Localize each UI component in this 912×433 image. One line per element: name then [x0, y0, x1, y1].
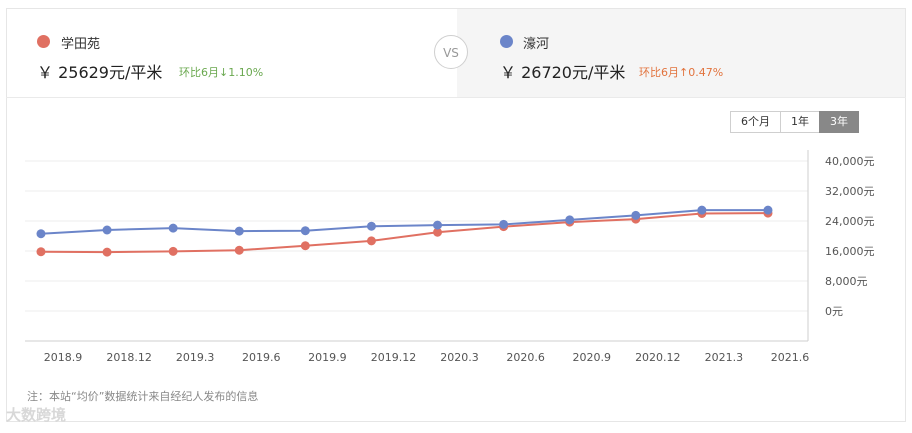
right-community-price: ￥ 26720元/平米	[500, 63, 626, 82]
data-point	[300, 226, 310, 236]
data-point	[631, 210, 641, 220]
left-price-change: 环比6月↓1.10%	[179, 66, 264, 79]
x-tick-label: 2018.12	[106, 351, 152, 364]
data-point	[234, 245, 244, 255]
x-tick-label: 2021.6	[771, 351, 810, 364]
data-point	[366, 236, 376, 246]
data-source-note: 注：本站“均价”数据统计来自经纪人发布的信息	[27, 390, 259, 403]
vs-badge: VS	[434, 35, 468, 69]
data-point	[168, 223, 178, 233]
right-price-change: 环比6月↑0.47%	[639, 66, 724, 79]
data-point	[499, 219, 509, 229]
data-point	[36, 229, 46, 239]
data-point	[36, 247, 46, 257]
right-series-dot	[500, 35, 513, 48]
widget-frame	[6, 8, 906, 422]
price-compare-header: 学田苑 ￥ 25629元/平米 环比6月↓1.10% 濠河 ￥ 26720元/平…	[6, 8, 906, 98]
time-range-selector: 6个月 1年 3年	[730, 111, 859, 133]
data-point	[697, 205, 707, 215]
x-tick-label: 2019.3	[176, 351, 215, 364]
left-series-dot	[37, 35, 50, 48]
x-tick-label: 2020.3	[440, 351, 479, 364]
data-point	[763, 205, 773, 215]
range-3-years-button[interactable]: 3年	[819, 111, 859, 133]
y-tick-label: 16,000元	[825, 245, 875, 258]
watermark-logo: 大数跨境	[6, 406, 67, 424]
y-tick-label: 0元	[825, 305, 843, 318]
data-point	[366, 221, 376, 231]
data-point	[433, 227, 443, 237]
x-tick-label: 2020.12	[635, 351, 681, 364]
data-point	[102, 225, 112, 235]
data-point	[433, 220, 443, 230]
x-tick-label: 2020.6	[506, 351, 545, 364]
range-1-year-button[interactable]: 1年	[780, 111, 820, 133]
data-point	[565, 215, 575, 225]
header-divider	[6, 97, 906, 98]
x-tick-label: 2019.12	[371, 351, 417, 364]
data-point	[234, 226, 244, 236]
series-line	[40, 212, 768, 254]
right-community-panel[interactable]: 濠河 ￥ 26720元/平米 环比6月↑0.47%	[457, 9, 905, 97]
x-tick-label: 2018.9	[44, 351, 83, 364]
y-tick-label: 24,000元	[825, 215, 875, 228]
series-line	[40, 209, 768, 235]
left-community-panel[interactable]: 学田苑 ￥ 25629元/平米 环比6月↓1.10%	[7, 9, 457, 97]
y-tick-label: 8,000元	[825, 275, 868, 288]
left-community-name: 学田苑	[61, 37, 101, 52]
x-tick-label: 2019.9	[308, 351, 347, 364]
left-community-price: ￥ 25629元/平米	[37, 63, 163, 82]
right-community-name: 濠河	[523, 37, 550, 52]
x-tick-label: 2019.6	[242, 351, 281, 364]
y-tick-label: 32,000元	[825, 185, 875, 198]
x-tick-label: 2021.3	[705, 351, 744, 364]
data-point	[102, 247, 112, 257]
data-point	[300, 241, 310, 251]
y-tick-label: 40,000元	[825, 155, 875, 168]
x-tick-label: 2020.9	[572, 351, 611, 364]
range-6-months-button[interactable]: 6个月	[730, 111, 781, 133]
data-point	[168, 246, 178, 256]
